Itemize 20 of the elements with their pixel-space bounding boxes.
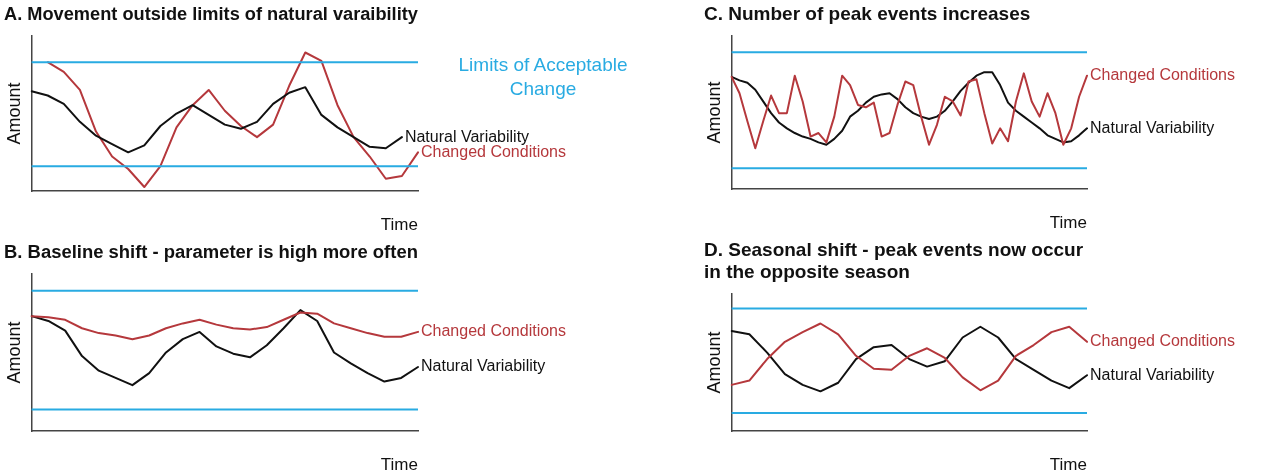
chart-title: C. Number of peak events increases xyxy=(704,3,1031,25)
series-label: Natural Variability xyxy=(1090,365,1215,383)
series-label: Changed Conditions xyxy=(1090,66,1235,84)
series-label: Natural Variability xyxy=(421,357,546,375)
y-axis-title: Amount xyxy=(703,81,724,144)
series-label: Changed Conditions xyxy=(421,322,566,340)
series-label: Changed Conditions xyxy=(1090,332,1235,350)
chart-title: A. Movement outside limits of natural varaibility xyxy=(4,2,419,25)
series-label: Natural Variability xyxy=(1090,118,1215,136)
y-axis-title: Amount xyxy=(3,321,24,384)
x-axis-title: Time xyxy=(1049,455,1087,475)
chart-title: D. Seasonal shift - peak events now occur in the opposite season xyxy=(704,239,1084,283)
y-axis-title: Amount xyxy=(703,331,724,394)
series-label: Natural Variability xyxy=(404,127,530,145)
x-axis-title: Time xyxy=(380,455,418,475)
x-axis-title: Time xyxy=(380,215,418,235)
x-axis-title: Time xyxy=(1049,213,1087,233)
ref-line-label: Limits of Acceptable Change xyxy=(458,54,628,100)
y-axis-title: Amount xyxy=(3,82,24,145)
chart-title: B. Baseline shift - parameter is high more often xyxy=(4,240,418,263)
